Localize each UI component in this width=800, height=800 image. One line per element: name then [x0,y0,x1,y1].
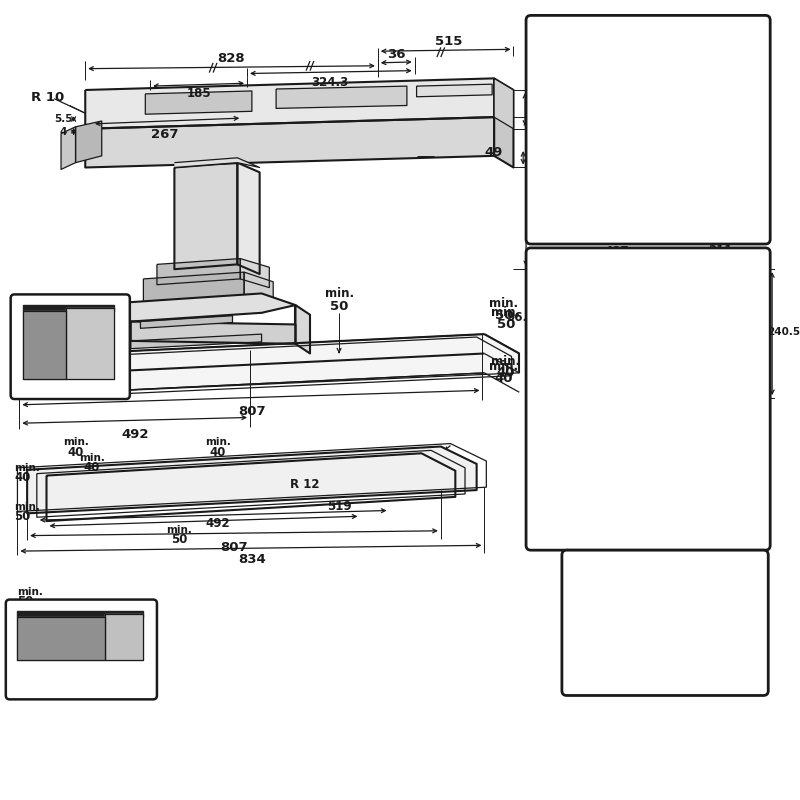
Polygon shape [130,294,295,322]
Polygon shape [276,86,407,108]
Polygon shape [417,84,492,97]
Polygon shape [494,78,514,167]
FancyBboxPatch shape [562,550,768,695]
Polygon shape [157,258,240,285]
Polygon shape [18,611,143,617]
Polygon shape [27,446,477,514]
FancyBboxPatch shape [526,15,770,244]
Polygon shape [174,158,260,167]
Text: 487: 487 [605,246,630,258]
Text: 49: 49 [485,146,503,159]
Text: 50: 50 [14,510,31,522]
FancyBboxPatch shape [6,599,157,699]
Text: 519: 519 [326,500,351,513]
Polygon shape [240,258,270,288]
Text: 50: 50 [497,318,515,331]
Text: 6.7: 6.7 [702,21,722,34]
Text: 253: 253 [599,416,623,429]
Text: 20: 20 [544,275,558,285]
Text: 185: 185 [186,87,211,100]
Text: min.: min. [14,502,41,511]
Text: 50: 50 [494,310,513,322]
Text: 49.5: 49.5 [526,104,551,114]
Text: R 10: R 10 [31,91,64,104]
Text: 40: 40 [14,471,31,484]
Polygon shape [146,91,252,114]
FancyBboxPatch shape [10,294,130,399]
Text: min.: min. [18,587,43,597]
Text: 834: 834 [238,554,266,566]
Polygon shape [494,78,514,129]
Text: min.: min. [62,437,89,446]
Text: 211: 211 [709,244,733,258]
Text: 132: 132 [527,186,554,198]
Text: min.: min. [325,287,354,300]
Polygon shape [130,322,295,344]
Polygon shape [75,121,102,162]
Text: min.: min. [166,525,192,535]
Polygon shape [238,162,260,274]
Text: 828: 828 [217,53,244,66]
Polygon shape [105,614,143,660]
Polygon shape [18,617,105,660]
Text: 5.5: 5.5 [54,114,72,124]
FancyBboxPatch shape [526,248,770,550]
Polygon shape [66,308,114,378]
Text: min.: min. [491,354,520,368]
Text: R 12: R 12 [290,478,320,490]
Polygon shape [295,305,310,354]
Text: min.: min. [491,306,520,319]
Text: 240.5: 240.5 [767,327,800,337]
Text: min.: min. [14,463,41,473]
Polygon shape [141,316,233,328]
Polygon shape [18,334,519,395]
Polygon shape [61,127,75,170]
Text: 234: 234 [609,152,634,166]
Text: 267: 267 [151,128,178,141]
Text: 50: 50 [330,299,348,313]
Text: 793: 793 [651,684,678,697]
Text: 96.5: 96.5 [506,311,536,324]
Text: min.: min. [79,453,105,463]
Text: min.: min. [490,297,518,310]
Polygon shape [23,311,66,378]
Polygon shape [244,272,273,305]
Text: 50: 50 [171,533,187,546]
Text: min.: min. [490,359,518,373]
Text: min.: min. [205,437,231,446]
Text: 296: 296 [689,151,714,164]
Text: 492: 492 [206,517,230,530]
Text: 6.5: 6.5 [14,631,36,644]
Text: 40: 40 [210,446,226,459]
Text: 36: 36 [387,48,406,61]
Polygon shape [174,162,238,270]
Text: 535: 535 [598,435,622,448]
Text: 492: 492 [122,428,150,442]
Text: 515: 515 [435,35,462,48]
Polygon shape [86,117,494,167]
Polygon shape [130,334,262,349]
Text: 40: 40 [67,446,84,459]
Text: 260.5: 260.5 [599,186,637,198]
Polygon shape [86,78,494,129]
Text: 4: 4 [59,126,66,137]
Text: 521: 521 [605,426,630,438]
Polygon shape [23,305,114,311]
Text: 40: 40 [497,366,515,379]
Text: 18.5: 18.5 [546,21,574,34]
Text: 40: 40 [494,372,513,385]
Text: 14: 14 [540,248,557,261]
Text: 40: 40 [84,462,100,474]
Text: 50: 50 [18,595,34,608]
Text: 807: 807 [238,405,266,418]
Text: 279: 279 [554,154,579,166]
Text: 807: 807 [221,541,248,554]
Polygon shape [143,272,244,302]
Text: 324.3: 324.3 [310,76,348,89]
Text: 59.5: 59.5 [624,374,650,384]
